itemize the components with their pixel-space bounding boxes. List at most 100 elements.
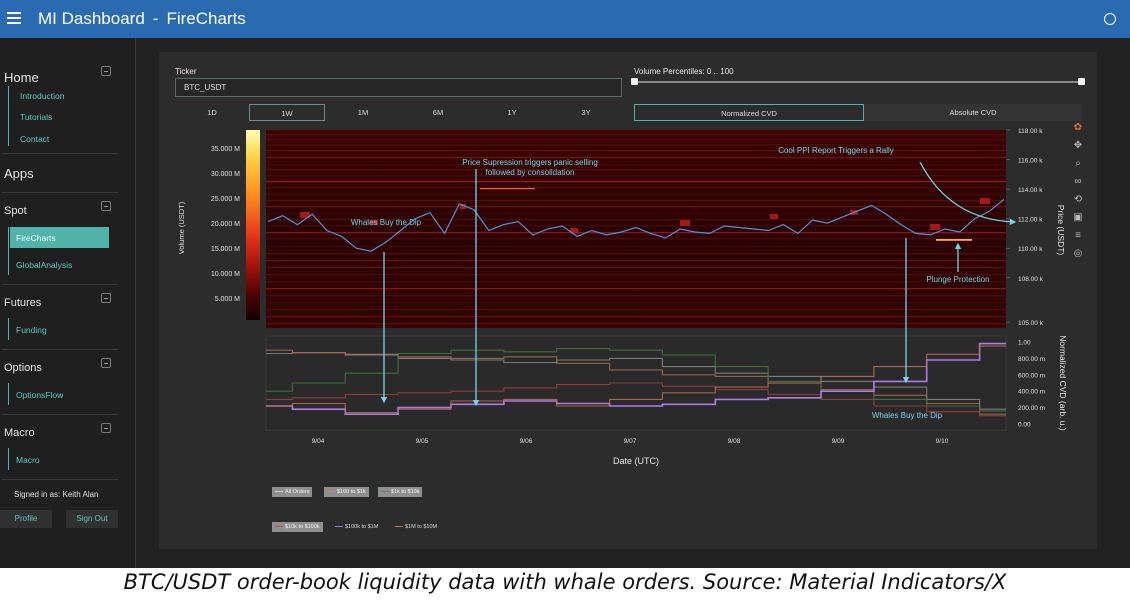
profile-button[interactable]: Profile xyxy=(0,510,52,528)
sidebar-item-funding[interactable]: Funding xyxy=(16,325,47,335)
annotation-whales-buy-dip-1: Whales Buy the Dip xyxy=(351,218,422,227)
liquidity-band xyxy=(266,200,1006,202)
heatmap-plot-area xyxy=(266,130,1006,328)
colorbar-tick-label: 20.000 M xyxy=(211,221,240,228)
liquidity-band xyxy=(266,134,1006,136)
firechart[interactable]: 35.000 M 30.000 M 25.000 M 20.000 M 15.000 M… xyxy=(160,120,1080,480)
liquidity-band xyxy=(266,175,1006,177)
legend-10k-to-100k[interactable]: $10k to $100k xyxy=(272,522,323,532)
liquidity-band xyxy=(266,164,1006,166)
sidebar-item-firecharts[interactable]: FireCharts xyxy=(10,227,109,248)
legend-label: $1k to $10k xyxy=(391,489,420,495)
timeframe-3y-button[interactable]: 3Y xyxy=(581,108,591,117)
liquidity-band xyxy=(266,213,1006,215)
sidebar-item-globalanalysis[interactable]: GlobalAnalysis xyxy=(16,260,73,270)
absolute-cvd-button[interactable]: Absolute CVD xyxy=(864,104,1082,121)
legend-1m-to-10m[interactable]: $1M to $10M xyxy=(392,522,440,532)
colorbar-tick-label: 10.000 M xyxy=(211,271,240,278)
liquidity-band xyxy=(266,232,1006,234)
liquidity-band xyxy=(266,169,1006,171)
plotly-logo-icon[interactable]: ✿ xyxy=(1073,122,1083,133)
liquidity-band xyxy=(266,246,1006,248)
liquidity-block xyxy=(570,228,578,233)
hover-compare-icon[interactable]: ≡ xyxy=(1075,230,1081,241)
colorbar-tick-label: 15.000 M xyxy=(211,246,240,253)
price-axis-ticks: 118.00 k 116.00 k 114.00 k 112.00 k 110.00 k… xyxy=(1006,128,1044,327)
sidebar-section-options: Options xyxy=(4,362,42,374)
timeframe-1m-button[interactable]: 1M xyxy=(357,108,369,117)
legend-label: $100 to $1k xyxy=(337,489,366,495)
liquidity-band-highlight xyxy=(936,239,972,241)
sidebar-item-optionsflow[interactable]: OptionsFlow xyxy=(16,390,64,400)
zoom-icon[interactable]: ⌕ xyxy=(1075,158,1081,169)
sidebar-item-introduction[interactable]: Introduction xyxy=(20,91,65,101)
liquidity-block xyxy=(300,212,310,218)
pan-icon[interactable]: ✥ xyxy=(1073,140,1083,151)
liquidity-band xyxy=(266,253,1006,255)
x-tick-label: 9/05 xyxy=(416,438,429,445)
price-series-line xyxy=(267,198,1005,252)
spot-collapse-icon[interactable] xyxy=(101,201,111,211)
sidebar-item-contact[interactable]: Contact xyxy=(20,134,50,144)
volume-percentile-slider[interactable] xyxy=(633,81,1084,83)
normalized-cvd-button[interactable]: Normalized CVD xyxy=(634,104,864,121)
sidebar-section-futures: Futures xyxy=(4,297,42,309)
x-tick-label: 9/10 xyxy=(936,438,949,445)
colorbar-tick-label: 25.000 M xyxy=(211,196,240,203)
image-caption: BTC/USDT order-book liquidity data with … xyxy=(123,570,1007,594)
ticker-input[interactable]: BTC_USDT xyxy=(175,78,622,97)
options-collapse-icon[interactable] xyxy=(101,358,111,368)
timeframe-6m-button[interactable]: 6M xyxy=(432,108,444,117)
price-tick-label: 112.00 k xyxy=(1018,217,1043,224)
sidebar-item-macro[interactable]: Macro xyxy=(16,455,40,465)
x-tick-label: 9/06 xyxy=(520,438,533,445)
liquidity-band xyxy=(266,260,1006,262)
liquidity-band xyxy=(266,288,1006,290)
dashboard-window: MI Dashboard - FireCharts Home Introductio… xyxy=(0,0,1130,568)
futures-collapse-icon[interactable] xyxy=(101,293,111,303)
liquidity-block xyxy=(680,220,690,226)
liquidity-band xyxy=(266,157,1006,159)
top-bar: MI Dashboard - FireCharts xyxy=(0,0,1130,38)
hamburger-menu-icon[interactable] xyxy=(7,10,21,24)
legend-all-orders[interactable]: All Orders xyxy=(272,487,313,497)
cvd-tick-label: 200.00 m xyxy=(1018,405,1045,412)
cvd-tick-label: 800.00 m xyxy=(1018,356,1045,363)
legend-swatch xyxy=(327,491,335,493)
slider-max-handle[interactable] xyxy=(1078,78,1085,85)
liquidity-band xyxy=(266,281,1006,283)
annotation-plunge-protection: Plunge Protection xyxy=(926,275,989,284)
reset-axes-icon[interactable]: ⟲ xyxy=(1073,194,1083,205)
home-collapse-icon[interactable] xyxy=(101,66,111,76)
legend-100-to-1k[interactable]: $100 to $1k xyxy=(324,487,369,497)
price-tick-label: 118.00 k xyxy=(1018,128,1043,135)
sign-out-button[interactable]: Sign Out xyxy=(66,510,118,528)
cvd-tick-label: 600.00 m xyxy=(1018,372,1045,379)
colorbar-tick-label: 30.000 M xyxy=(211,171,240,178)
cvd-tick-label: 0.00 xyxy=(1018,422,1031,429)
timeframe-1y-button[interactable]: 1Y xyxy=(507,108,517,117)
cvd-series-line xyxy=(266,382,1006,417)
signed-in-label: Signed in as: Keith Alan xyxy=(14,490,99,499)
spike-lines-icon[interactable]: ◎ xyxy=(1073,248,1083,259)
liquidity-band xyxy=(266,150,1006,152)
macro-collapse-icon[interactable] xyxy=(101,423,111,433)
annotation-price-suppression: Price Supression triggers panic selling xyxy=(462,158,598,167)
legend-label: $10k to $100k xyxy=(285,524,320,530)
legend-1k-to-10k[interactable]: $1k to $10k xyxy=(378,487,423,497)
timeframe-1d-button[interactable]: 1D xyxy=(207,108,217,117)
liquidity-band xyxy=(266,206,1006,208)
lasso-icon[interactable]: ∞ xyxy=(1074,176,1082,187)
legend-swatch xyxy=(275,491,283,493)
slider-min-handle[interactable] xyxy=(631,78,638,85)
theme-toggle-icon[interactable] xyxy=(1104,13,1116,25)
sidebar-divider xyxy=(2,349,118,350)
legend-100k-to-1m[interactable]: $100k to $1M xyxy=(332,522,381,532)
sidebar-item-tutorials[interactable]: Tutorials xyxy=(20,112,53,122)
download-png-icon[interactable]: ▣ xyxy=(1073,212,1083,223)
x-tick-label: 9/07 xyxy=(624,438,637,445)
liquidity-block xyxy=(930,224,940,230)
options-links-rule xyxy=(8,383,9,405)
timeframe-1w-button[interactable]: 1W xyxy=(249,104,325,121)
legend-swatch xyxy=(335,526,343,528)
